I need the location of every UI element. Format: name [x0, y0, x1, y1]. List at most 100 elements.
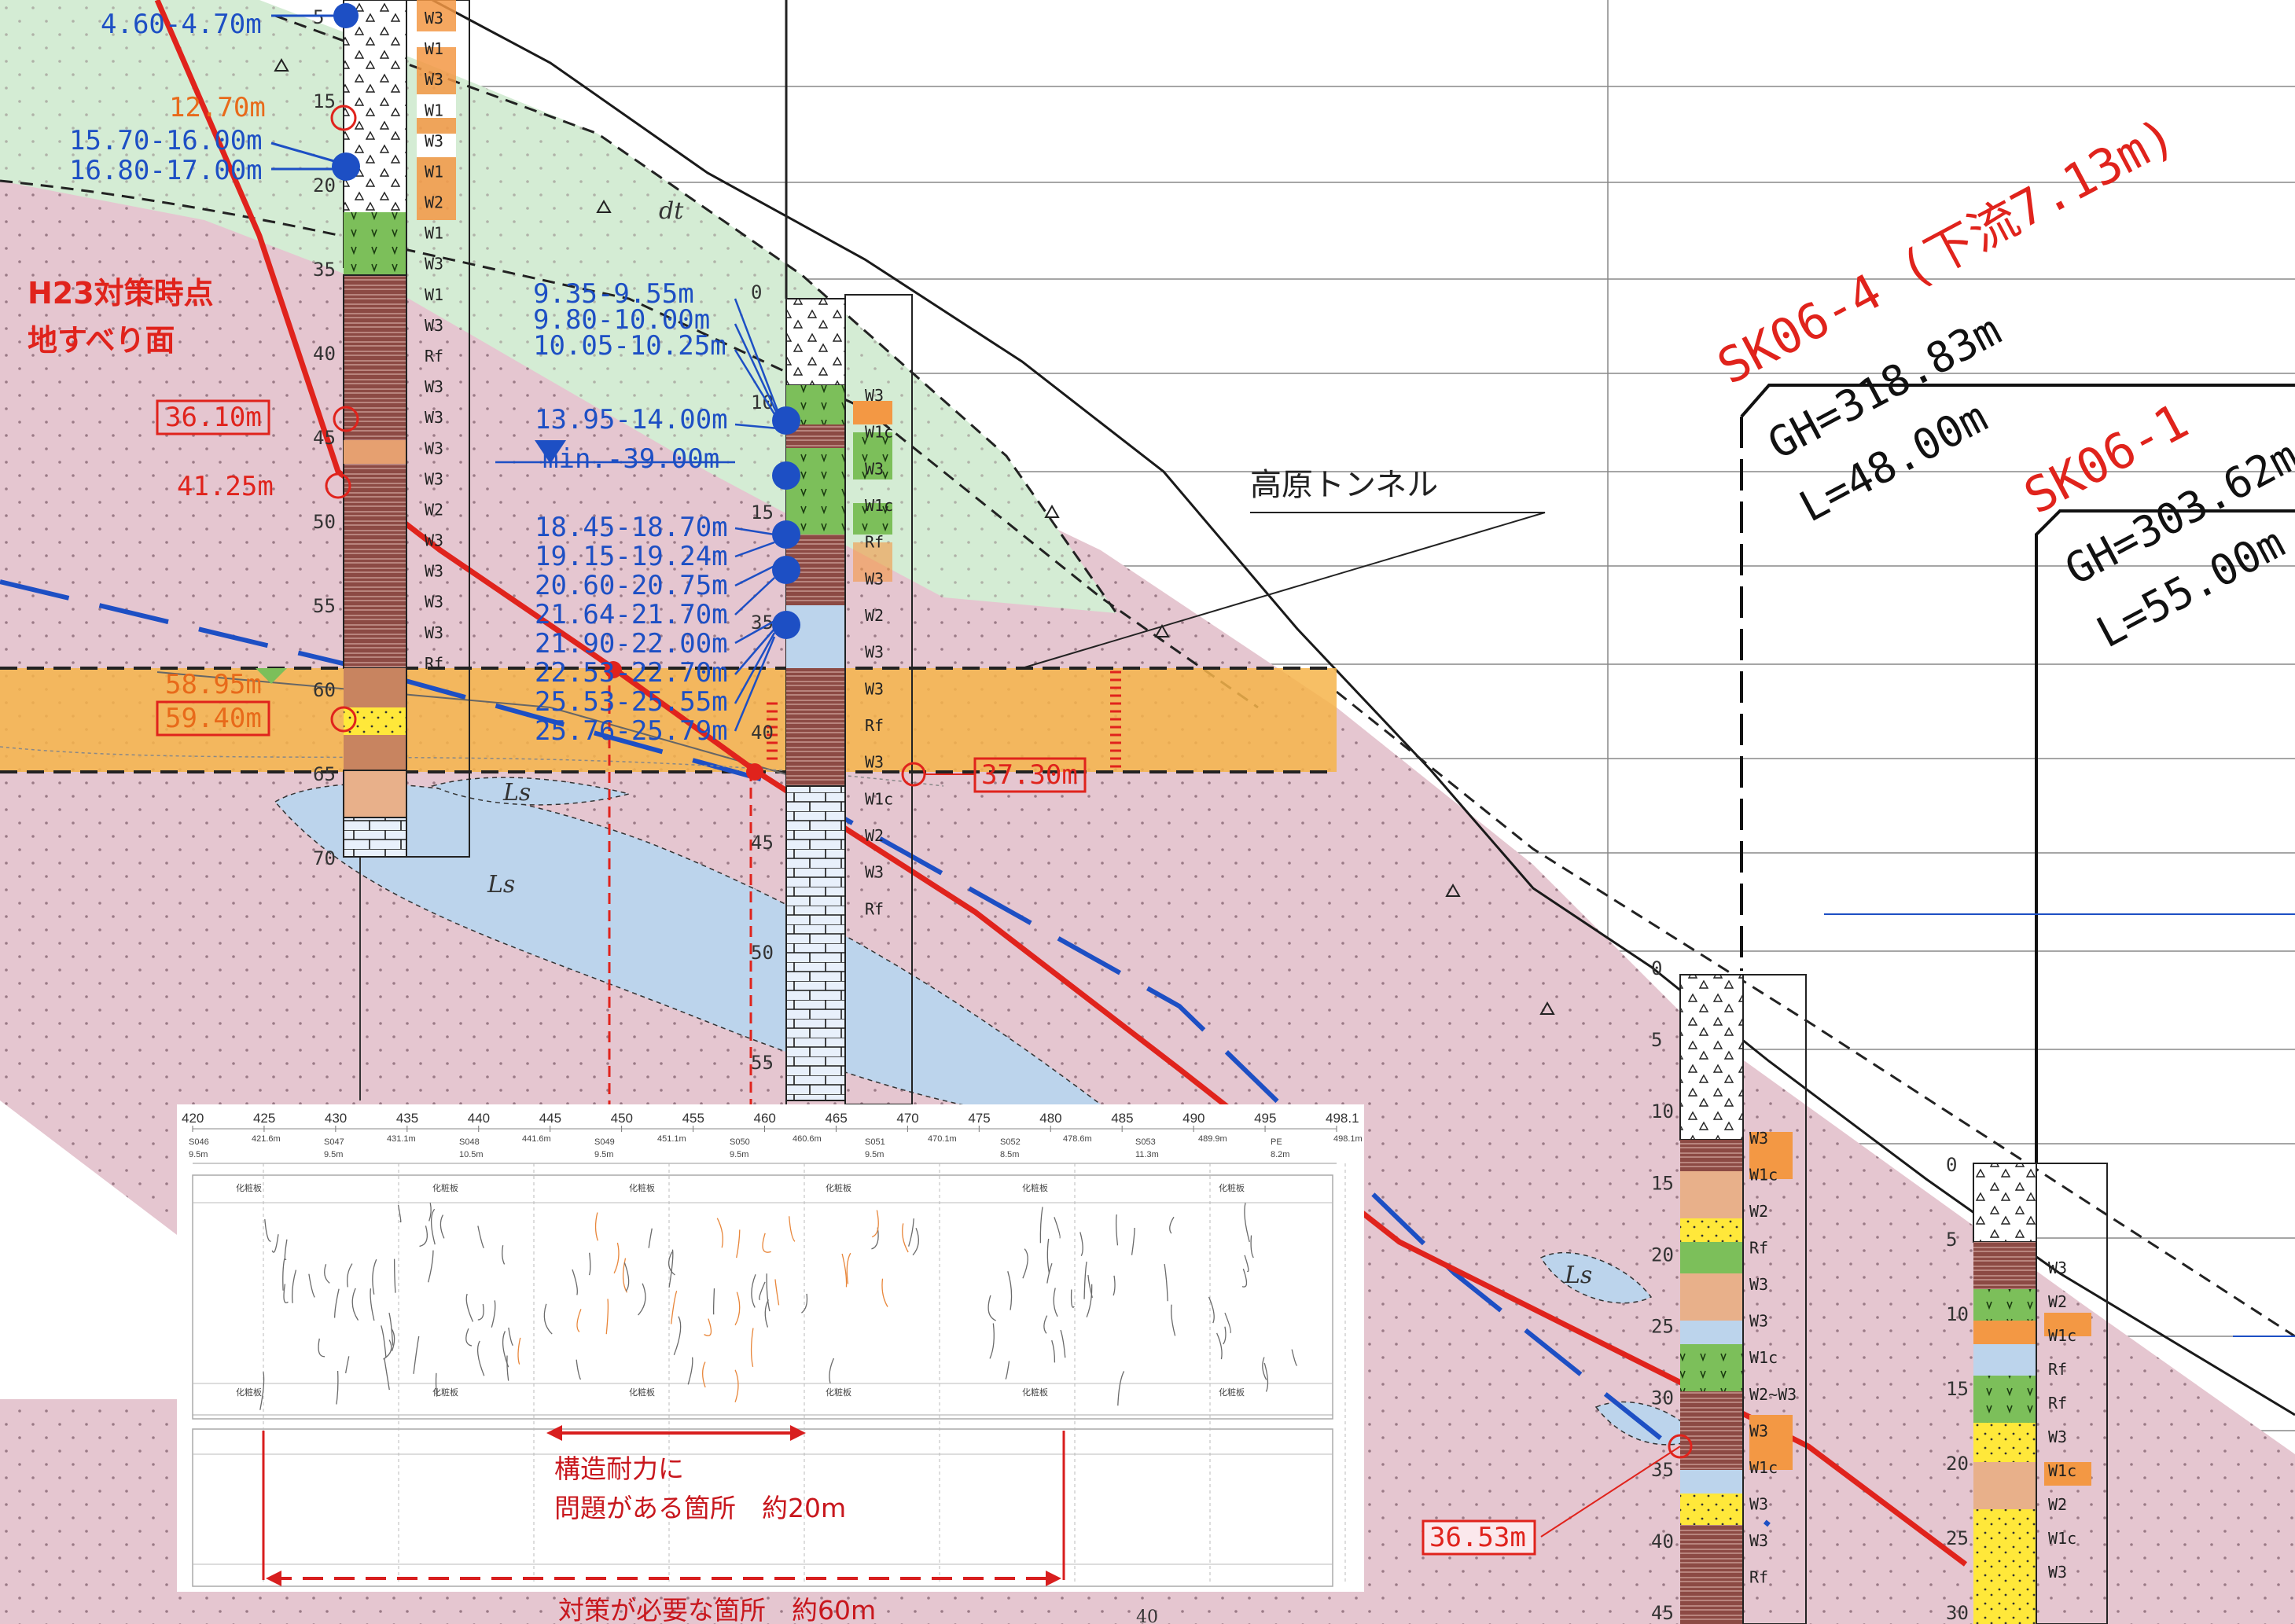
layer-code: W1	[425, 224, 443, 243]
lining-label: 化粧板	[1022, 1387, 1048, 1398]
layer-code: W3	[425, 316, 443, 335]
crack-stroke	[517, 1337, 521, 1365]
tunnel-label: 高原トンネル	[1250, 467, 1438, 503]
layer-code: Rf	[1749, 1567, 1768, 1586]
layer-code: W2	[865, 606, 884, 625]
layer-code: W3	[425, 377, 443, 396]
depth-tick: 45	[751, 832, 774, 854]
crack-stroke	[1113, 1275, 1116, 1296]
inset-axis-label: 470	[896, 1111, 918, 1126]
crack-stroke	[1046, 1263, 1053, 1284]
crack-stroke	[271, 1234, 279, 1253]
crack-stroke	[333, 1288, 340, 1318]
center-red-label: 37.30m	[981, 759, 1078, 791]
crack-stroke	[989, 1323, 995, 1359]
crack-stroke	[1208, 1296, 1215, 1324]
layer-code: Rf	[2048, 1360, 2067, 1379]
depth-tick: 50	[313, 511, 336, 533]
layer-code: W3	[425, 562, 443, 581]
crack-stroke	[841, 1253, 848, 1288]
crack-stroke	[381, 1325, 387, 1358]
depth-tick: 35	[1651, 1459, 1674, 1481]
left-orange-label-2: 59.40m	[165, 703, 262, 734]
crack-stroke	[370, 1288, 375, 1321]
crack-stroke	[502, 1245, 506, 1265]
crack-stroke	[716, 1218, 723, 1248]
crack-stroke	[1079, 1232, 1083, 1257]
crack-stroke	[284, 1239, 288, 1261]
depth-tick: 60	[313, 679, 336, 701]
left-orange-top: 12.70m	[169, 92, 266, 123]
crack-stroke	[1224, 1312, 1231, 1334]
crack-stroke	[308, 1273, 315, 1298]
station-label: S050	[730, 1137, 750, 1147]
depth-tick: 25	[1946, 1527, 1969, 1549]
crack-stroke	[318, 1338, 325, 1358]
inset-station-labels: S046 9.5m 421.6m S047 9.5m 431.1m S048 10.5m 441…	[189, 1134, 1363, 1584]
left-blue-label-2: 16.80-17.00m	[69, 155, 263, 186]
layer-code: W1c	[2048, 1461, 2076, 1480]
span-label: 10.5m	[459, 1150, 484, 1159]
crack-stroke	[671, 1290, 678, 1325]
depth-tick: 40	[313, 343, 336, 365]
crack-stroke	[491, 1300, 496, 1328]
crack-stroke	[759, 1281, 766, 1301]
depth-tick: 30	[1651, 1387, 1674, 1409]
crack-stroke	[734, 1369, 739, 1403]
zone-label-ls-1: Ls	[502, 779, 531, 806]
crack-stroke	[774, 1279, 780, 1306]
inset-axis-label: 455	[682, 1111, 704, 1126]
center-blue-label: 21.90-22.00m	[535, 628, 728, 660]
crack-stroke	[1053, 1288, 1058, 1317]
crack-stroke	[1241, 1268, 1248, 1288]
layer-code: Rf	[425, 654, 443, 673]
layer-code: W3	[1749, 1312, 1768, 1331]
depth-tick: 40	[1651, 1530, 1674, 1552]
crack-stroke	[282, 1258, 285, 1291]
layer-code: W1c	[865, 496, 893, 515]
inset-axis-label: 475	[968, 1111, 990, 1126]
crack-stroke	[1171, 1304, 1176, 1336]
measure-label: 対策が必要な箇所 約60m	[558, 1595, 876, 1624]
crack-stroke	[391, 1328, 395, 1351]
station-label: S046	[189, 1137, 209, 1147]
layer-code: W1	[425, 285, 443, 304]
inset-axis-label: 485	[1111, 1111, 1133, 1126]
crack-stroke	[440, 1214, 445, 1239]
crack-stroke	[673, 1316, 682, 1356]
crack-stroke	[1250, 1235, 1254, 1258]
crack-stroke	[428, 1203, 432, 1222]
crack-stroke	[988, 1295, 996, 1321]
span-label: 9.5m	[189, 1150, 208, 1159]
lining-label: 化粧板	[1219, 1387, 1245, 1398]
crack-stroke	[846, 1252, 851, 1284]
center-blue-label: 25.76-25.79m	[535, 715, 728, 747]
depth-tick: 15	[313, 90, 336, 112]
crack-stroke	[1262, 1357, 1267, 1380]
layer-code: W1c	[1749, 1348, 1778, 1367]
crack-stroke	[908, 1218, 914, 1247]
crack-stroke	[372, 1258, 377, 1295]
station-label: S051	[865, 1137, 885, 1147]
left-boring-depth-ticks: 5 15 20 35 40 45 50 55 60 65 70	[313, 6, 336, 869]
center-blue-label: 25.53-25.55m	[535, 686, 728, 718]
chainage-label: 441.6m	[522, 1134, 551, 1144]
inset-axis-label: 435	[396, 1111, 418, 1126]
span-label: 9.5m	[594, 1150, 613, 1159]
center-blue-label: 22.53-22.70m	[535, 657, 728, 689]
crack-stroke	[1022, 1248, 1028, 1279]
layer-code: W3	[425, 469, 443, 488]
chainage-label: 460.6m	[793, 1134, 822, 1144]
crack-stroke	[506, 1355, 509, 1381]
layer-code: W3	[425, 439, 443, 457]
crack-stroke	[1164, 1263, 1168, 1302]
crack-stroke	[1005, 1361, 1010, 1380]
crack-stroke	[1244, 1255, 1249, 1273]
crack-stroke	[668, 1251, 675, 1276]
crack-stroke	[388, 1312, 394, 1346]
center-boring-layer-codes: W3 W1c W3 W1c Rf W3 W2 W3 W3 Rf W3 W1c W2 W3 Rf	[865, 386, 893, 918]
depth-tick: 5	[1651, 1029, 1662, 1051]
sk061-boring-log	[1973, 1163, 2108, 1624]
crack-stroke	[1046, 1238, 1050, 1274]
crack-stroke	[1007, 1271, 1013, 1310]
